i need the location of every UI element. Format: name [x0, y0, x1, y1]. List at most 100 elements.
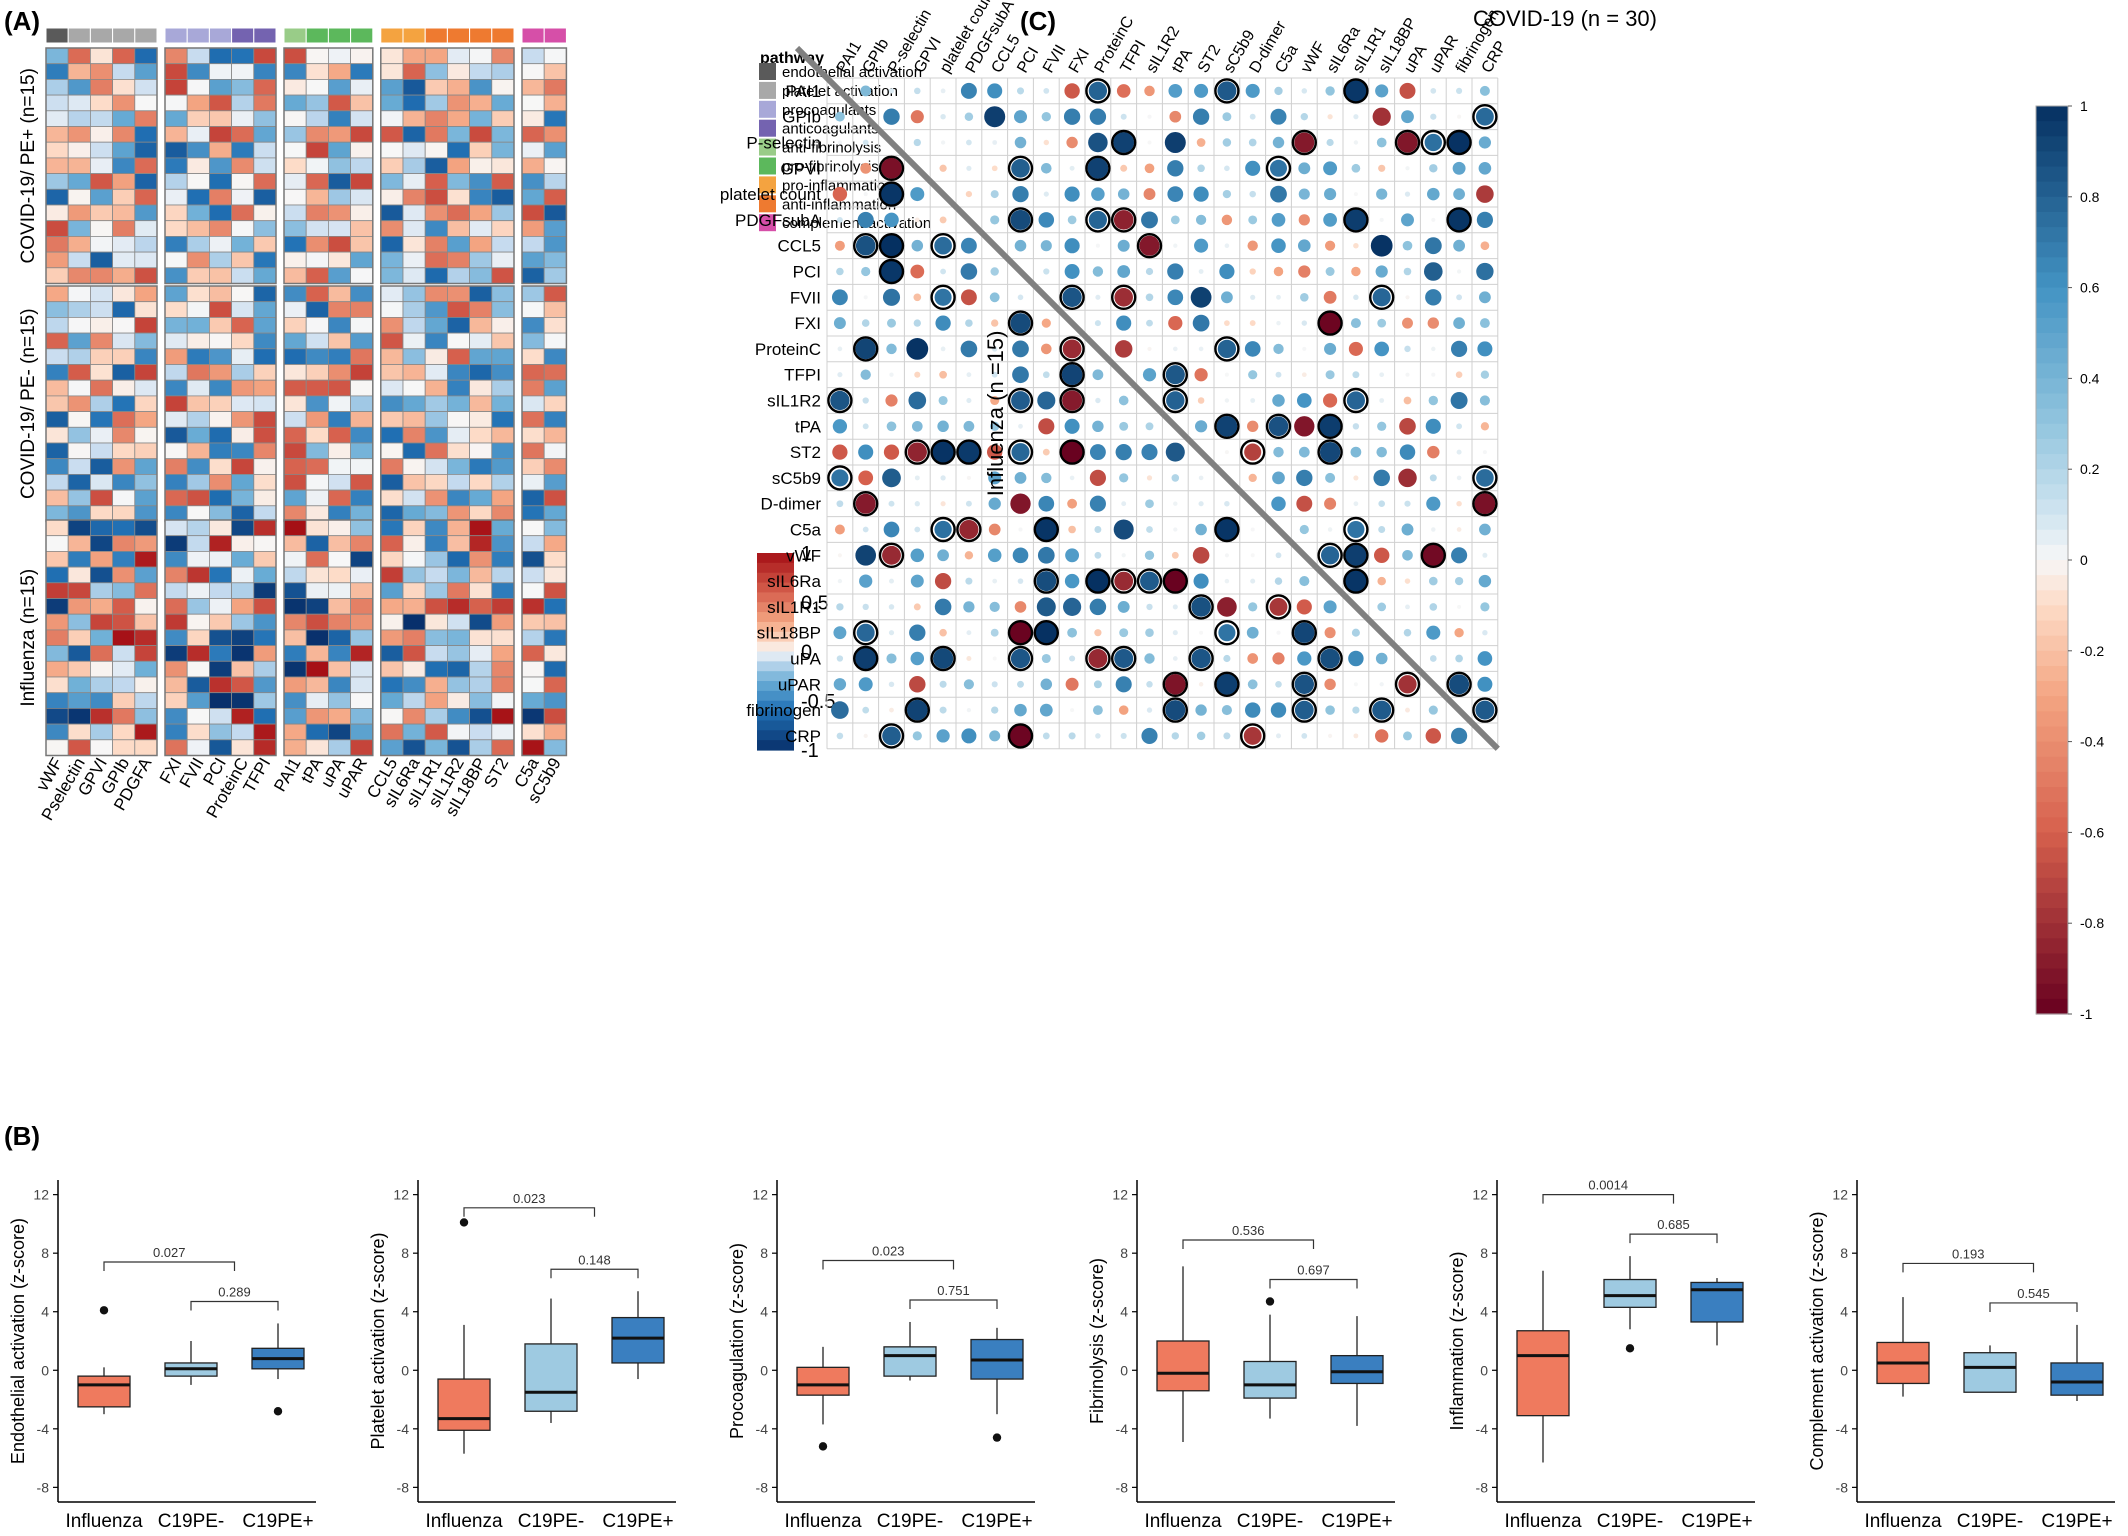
heatmap-cell [446, 411, 470, 428]
boxplot-y-label: Endothelial activation (z-score) [8, 1218, 28, 1464]
heatmap-cell [134, 708, 158, 725]
correlation-dot [1250, 527, 1255, 532]
correlation-dot [1064, 573, 1080, 589]
heatmap-cell [380, 411, 404, 428]
heatmap-cell [186, 316, 210, 334]
correlation-dot [855, 544, 877, 566]
correlation-dot [1145, 293, 1154, 302]
heatmap-cell [521, 267, 545, 284]
correlation-dot [1066, 136, 1078, 149]
correlation-dot [859, 574, 873, 588]
colorbar-segment [2036, 575, 2068, 591]
correlation-dot [1012, 366, 1029, 384]
heatmap-cell [208, 723, 232, 741]
colorbar-segment [2036, 257, 2068, 274]
heatmap-cell [521, 63, 545, 80]
heatmap-cell [90, 251, 114, 269]
heatmap-cell [469, 332, 493, 350]
heatmap-cell [90, 566, 114, 584]
heatmap-cell [186, 188, 210, 206]
colorbar-segment [2036, 908, 2068, 924]
pathway-strip-cell [491, 27, 515, 44]
boxplot-outlier [818, 1442, 828, 1451]
correlation-dot [1374, 341, 1390, 357]
pathway-strip-cell [112, 27, 136, 44]
significance-ring [930, 284, 956, 310]
heatmap-cell [186, 629, 210, 647]
heatmap-cell [67, 676, 91, 694]
heatmap-cell [90, 676, 114, 694]
colorbar-segment [757, 562, 794, 574]
heatmap-cell [164, 692, 188, 709]
correlation-dot [1012, 340, 1029, 358]
heatmap-cell [402, 629, 426, 647]
significance-ring [1007, 207, 1034, 233]
correlation-dot [1300, 113, 1308, 121]
heatmap-cell [186, 723, 210, 741]
boxplot-x-label: C19PE+ [602, 1511, 673, 1532]
heatmap-cell [469, 141, 493, 159]
heatmap-cell [134, 629, 158, 647]
correlation-dot [990, 267, 999, 276]
significance-ring [1394, 129, 1421, 156]
heatmap-cell [208, 442, 232, 460]
correlation-dot [1191, 597, 1211, 617]
boxplot-x-label: Influenza [65, 1511, 143, 1532]
heatmap-cell [164, 739, 188, 756]
correlation-dot [1117, 600, 1130, 613]
correlation-dot [1276, 294, 1281, 300]
correlation-dot [1324, 497, 1337, 510]
heatmap-cell [90, 204, 114, 222]
correlation-dot [1224, 398, 1230, 403]
correlation-dot [833, 626, 847, 640]
correlation-dot [1319, 415, 1341, 437]
heatmap-cell [469, 645, 493, 662]
correlation-dot [990, 628, 999, 637]
heatmap-cell [253, 301, 277, 318]
correlation-dot [1010, 648, 1031, 669]
colorbar-tick-label: 0 [2080, 552, 2088, 568]
heatmap-cell [45, 63, 69, 80]
row-label: PAI1 [785, 82, 821, 101]
correlation-dot [1479, 318, 1490, 329]
correlation-dot [1325, 370, 1335, 380]
correlation-dot [1018, 527, 1023, 532]
correlation-dot [1092, 420, 1104, 433]
heatmap-cell [424, 426, 448, 444]
significance-label: 0.023 [513, 1191, 546, 1206]
correlation-dot [1272, 652, 1285, 665]
heatmap-cell [521, 110, 545, 127]
correlation-dot [1224, 553, 1229, 558]
correlation-dot [883, 108, 900, 125]
colorbar-segment [757, 720, 794, 731]
correlation-dot [1089, 108, 1107, 125]
boxplot-x-label: C19PE+ [1321, 1511, 1392, 1532]
heatmap-cell [469, 204, 493, 222]
heatmap-cell [350, 126, 374, 143]
colorbar-segment [2036, 363, 2068, 379]
significance-ring [1317, 439, 1343, 465]
pathway-legend-swatch [759, 138, 776, 156]
heatmap-cell [424, 204, 448, 222]
correlation-dot [934, 288, 952, 306]
heatmap-cell [186, 379, 210, 397]
correlation-dot [1224, 165, 1230, 172]
pathway-strip-cell [327, 27, 352, 44]
boxplot-x-label: C19PE+ [2041, 1511, 2112, 1532]
correlation-dot [1276, 630, 1281, 635]
correlation-dot [1095, 243, 1100, 248]
correlation-dot [1301, 88, 1308, 94]
correlation-dot [1353, 733, 1359, 739]
heatmap-cell [350, 489, 374, 507]
heatmap-cell [521, 442, 545, 460]
significance-ring [1265, 155, 1292, 182]
correlation-dot [1194, 420, 1208, 433]
correlation-dot [855, 235, 876, 256]
heatmap-cell [208, 285, 232, 303]
heatmap-cell [134, 489, 158, 507]
heatmap-cell [446, 645, 470, 662]
heatmap-cell [446, 235, 470, 253]
heatmap-cell [469, 364, 493, 381]
heatmap-cell [491, 157, 515, 174]
heatmap-cell [283, 489, 307, 507]
